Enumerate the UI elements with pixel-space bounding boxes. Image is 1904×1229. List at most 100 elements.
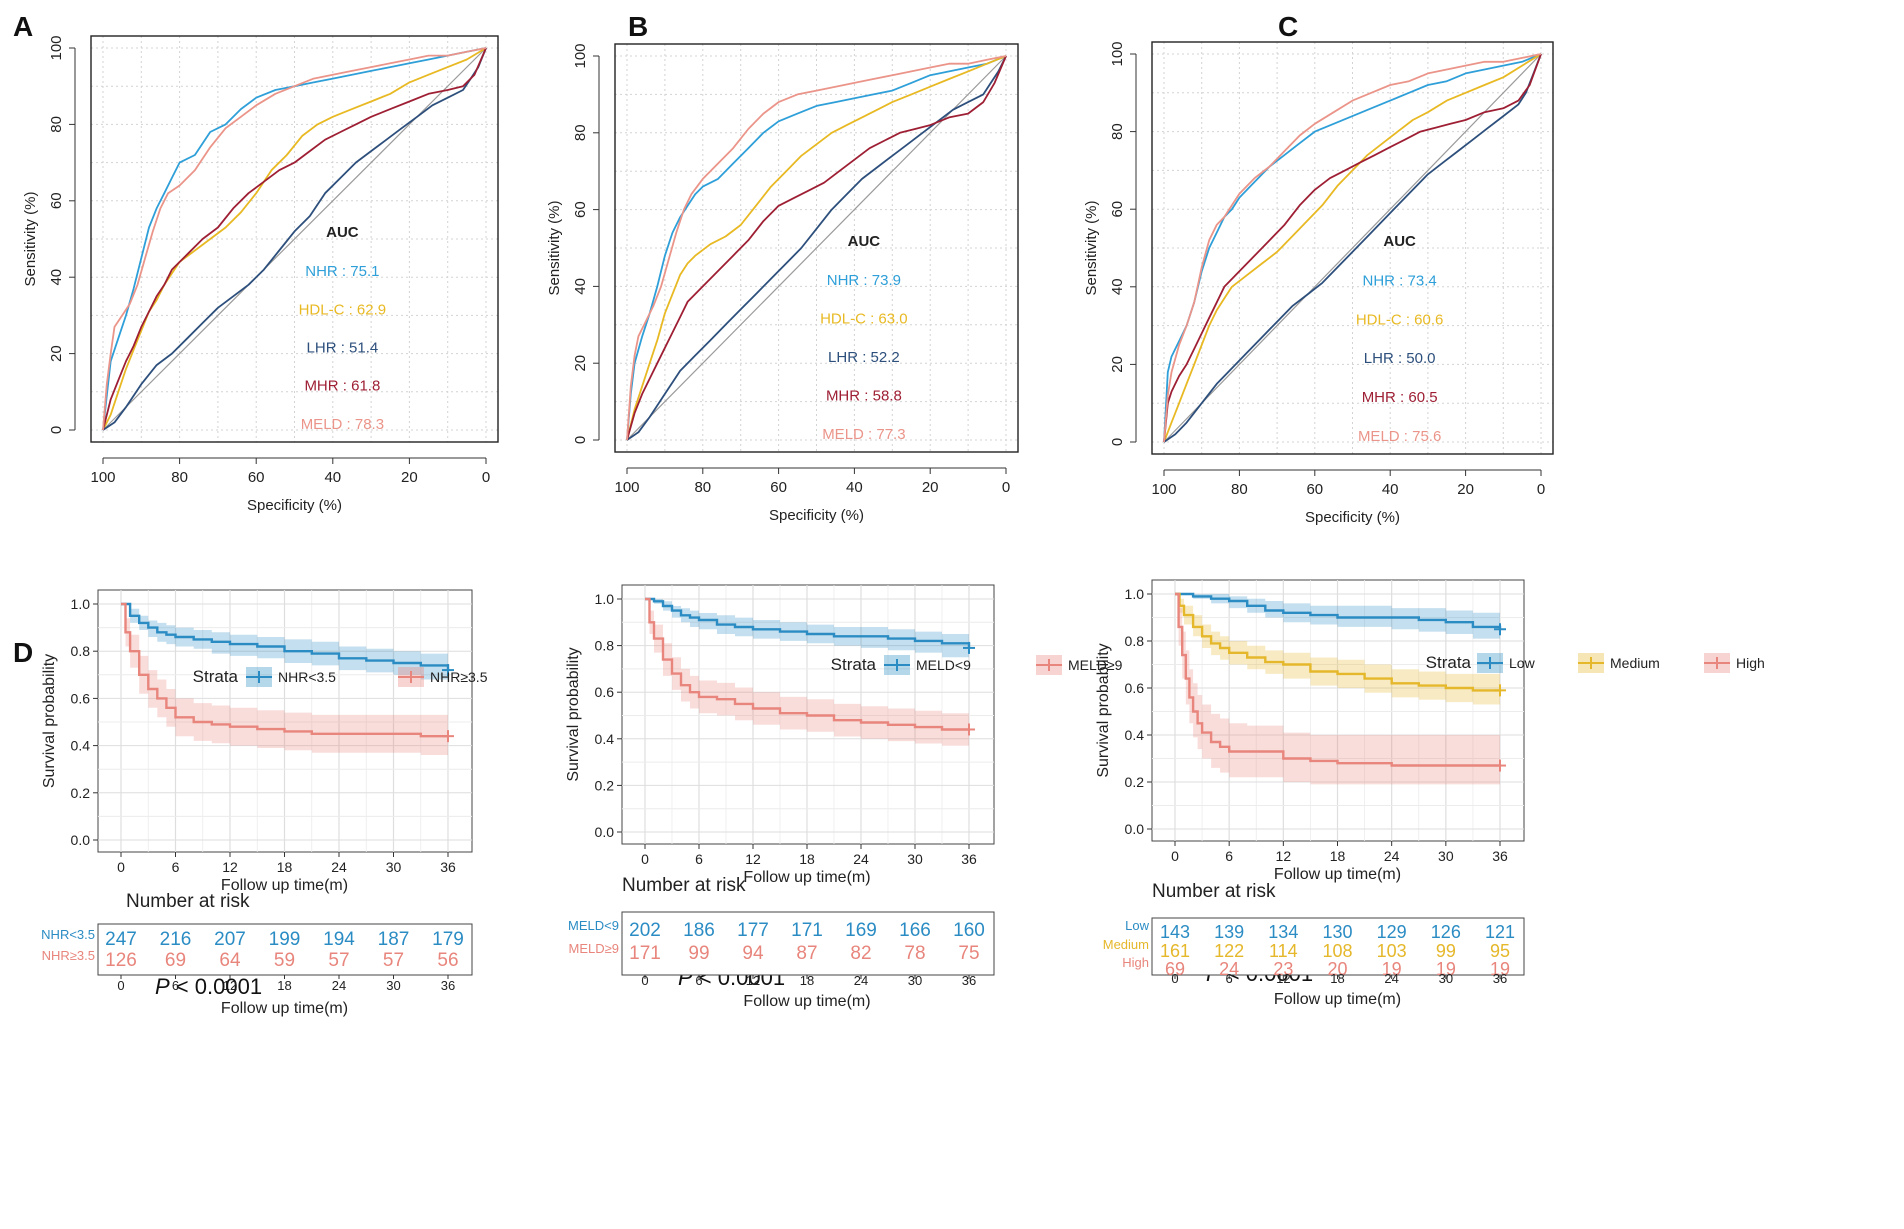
legend-title: Strata xyxy=(831,655,877,674)
x-axis-label: Specificity (%) xyxy=(247,497,342,514)
survival-curve-medium xyxy=(1175,592,1500,692)
y-tick-label: 0.6 xyxy=(71,690,91,706)
x-tick-label: 100 xyxy=(1151,481,1176,498)
roc-curve-hdlc xyxy=(102,47,487,431)
x-tick-label: 6 xyxy=(695,973,702,988)
y-tick-label: 40 xyxy=(572,278,589,295)
x-tick-label: 12 xyxy=(222,859,238,875)
y-tick-label: 100 xyxy=(48,35,65,60)
roc-curve-nhr xyxy=(626,55,1007,441)
x-tick-label: 40 xyxy=(1382,481,1399,498)
panel-letter-d: D xyxy=(13,637,33,668)
risk-count: 134 xyxy=(1268,922,1298,942)
x-tick-label: 18 xyxy=(277,859,293,875)
y-tick-label: 80 xyxy=(572,124,589,141)
auc-title: AUC xyxy=(326,224,359,241)
risk-count: 75 xyxy=(958,943,979,964)
x-tick-label: 36 xyxy=(961,851,977,867)
x-tick-label: 40 xyxy=(846,479,863,496)
risk-count: 199 xyxy=(269,929,301,950)
x-axis-label: Follow up time(m) xyxy=(1274,866,1401,883)
y-tick-label: 0.4 xyxy=(1125,727,1145,743)
y-tick-label: 1.0 xyxy=(1125,586,1145,602)
roc-panel-b: 100 80 60 40 20 0 0 20 40 60 80 100 Specificity (%) S… xyxy=(546,43,1019,524)
x-tick-label: 30 xyxy=(908,973,922,988)
x-tick-label: 60 xyxy=(248,469,265,486)
risk-count: 187 xyxy=(378,929,410,950)
x-tick-label: 30 xyxy=(386,859,402,875)
risk-table-frame xyxy=(97,923,473,976)
x-tick-label: 6 xyxy=(1226,971,1233,986)
x-tick-label: 24 xyxy=(854,973,868,988)
survival-curve-low xyxy=(1175,592,1502,630)
risk-count: 129 xyxy=(1377,922,1407,942)
risk-count: 121 xyxy=(1485,922,1515,942)
risk-row-label: NHR≥3.5 xyxy=(42,948,95,963)
auc-label-hdlc: HDL-C : 63.0 xyxy=(820,311,908,328)
auc-label-nhr: NHR : 73.4 xyxy=(1363,273,1437,290)
km-panel-f: 0 6 12 18 24 30 36 Follow up time(m) 0.0 0.2 0.4 0.… xyxy=(1095,579,1765,1008)
risk-count: 94 xyxy=(742,943,764,964)
roc-curve-hdlc xyxy=(1163,53,1542,443)
risk-count: 130 xyxy=(1322,922,1352,942)
risk-count: 247 xyxy=(105,929,137,950)
survival-curve-high xyxy=(1175,592,1500,767)
x-tick-label: 36 xyxy=(1492,848,1508,864)
x-tick-label: 12 xyxy=(1276,971,1290,986)
roc-curve-meld xyxy=(1163,53,1542,443)
risk-count: 69 xyxy=(1165,959,1185,979)
risk-count: 126 xyxy=(1431,922,1461,942)
x-tick-label: 0 xyxy=(117,978,124,993)
y-tick-label: 20 xyxy=(572,355,589,372)
y-axis-label: Sensitivity (%) xyxy=(1083,200,1100,295)
y-tick-label: 0.2 xyxy=(1125,774,1145,790)
risk-count: 126 xyxy=(105,950,137,971)
risk-count: 169 xyxy=(845,920,877,941)
x-tick-label: 30 xyxy=(1438,848,1454,864)
auc-label-meld: MELD : 77.3 xyxy=(822,426,905,443)
y-tick-label: 80 xyxy=(48,116,65,133)
survival-curve-nhr-lt-35 xyxy=(121,602,450,671)
x-tick-label: 60 xyxy=(1306,481,1323,498)
legend-title: Strata xyxy=(1426,653,1472,672)
x-axis-label: Follow up time(m) xyxy=(743,869,870,886)
y-tick-label: 0.4 xyxy=(595,731,615,747)
km-panel-e: 0 6 12 18 24 30 36 Follow up time(m) 0.0 0.2 0.4 0.… xyxy=(565,584,1123,1010)
y-tick-label: 20 xyxy=(48,345,65,362)
reference-diagonal xyxy=(102,47,487,431)
x-tick-label: 0 xyxy=(1537,481,1545,498)
y-axis-label: Sensitivity (%) xyxy=(546,200,563,295)
risk-count: 87 xyxy=(796,943,817,964)
y-tick-label: 0 xyxy=(572,436,589,444)
legend-label: Low xyxy=(1509,655,1536,671)
legend-label: NHR≥3.5 xyxy=(430,669,488,685)
x-tick-label: 6 xyxy=(172,859,180,875)
risk-count: 57 xyxy=(383,950,404,971)
risk-count: 171 xyxy=(629,943,661,964)
risk-count: 82 xyxy=(850,943,871,964)
risk-count: 177 xyxy=(737,920,769,941)
risk-table-d: Number at risk NHR<3.5 247 216 207 199 194 187 1… xyxy=(41,891,473,1017)
x-tick-label: 0 xyxy=(117,859,125,875)
roc-curve-mhr xyxy=(102,47,487,431)
y-tick-label: 0 xyxy=(1109,438,1126,446)
auc-label-meld: MELD : 75.6 xyxy=(1358,428,1441,445)
y-tick-label: 0.4 xyxy=(71,738,91,754)
legend-title: Strata xyxy=(193,667,239,686)
auc-label-meld: MELD : 78.3 xyxy=(301,416,384,433)
risk-count: 108 xyxy=(1322,941,1352,961)
risk-row-label: MELD<9 xyxy=(568,918,619,933)
legend-label: MELD≥9 xyxy=(1068,657,1123,673)
y-tick-label: 0.8 xyxy=(595,638,615,654)
x-tick-label: 40 xyxy=(324,469,341,486)
y-tick-label: 60 xyxy=(48,192,65,209)
risk-count: 19 xyxy=(1382,959,1402,979)
auc-title: AUC xyxy=(1383,233,1416,250)
y-tick-label: 0.2 xyxy=(71,785,91,801)
y-tick-label: 1.0 xyxy=(71,596,91,612)
risk-table-frame xyxy=(621,911,995,976)
risk-count: 122 xyxy=(1214,941,1244,961)
roc-curve-hdlc xyxy=(626,55,1007,441)
x-tick-label: 6 xyxy=(172,978,179,993)
